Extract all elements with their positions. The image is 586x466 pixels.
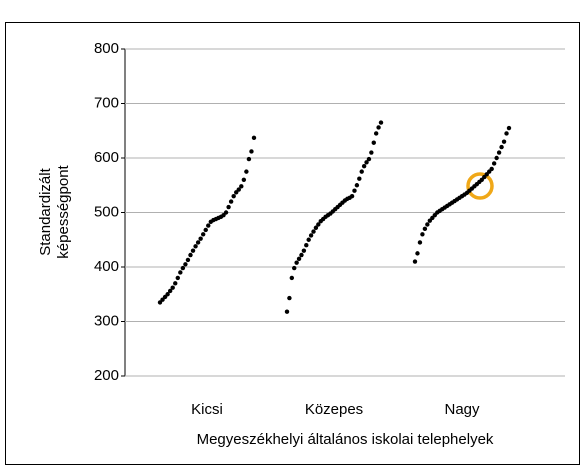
dot [170, 285, 175, 290]
dot [195, 240, 201, 245]
dot [412, 259, 418, 264]
dot [190, 248, 196, 253]
dot [491, 161, 497, 166]
dot [417, 240, 423, 245]
dot [359, 169, 364, 174]
dot [251, 135, 257, 141]
dot [180, 265, 186, 271]
y-axis-label-line: képességpont [55, 164, 72, 258]
dot [373, 131, 379, 136]
dot [504, 131, 509, 136]
dot [349, 193, 355, 199]
x-axis-label: Megyeszékhelyi általános iskolai telephe… [197, 431, 494, 448]
dot [378, 120, 384, 125]
x-tick-label: Kicsi [191, 401, 223, 418]
dot [206, 223, 211, 228]
y-tick-label: 200 [94, 367, 119, 384]
dot [231, 193, 236, 199]
dot [301, 248, 307, 253]
frame [5, 22, 580, 465]
dot [376, 125, 381, 130]
dot [226, 204, 231, 210]
y-tick-label: 300 [94, 312, 119, 329]
y-tick-label: 800 [94, 40, 119, 57]
dot [198, 236, 203, 241]
x-tick-label: Közepes [305, 401, 363, 418]
dot [236, 187, 241, 192]
dot [494, 155, 499, 161]
dot [304, 243, 309, 248]
dot [244, 169, 249, 174]
dot [499, 144, 504, 150]
dot [200, 232, 206, 237]
dot [366, 156, 372, 162]
dot [289, 275, 295, 281]
dot [506, 125, 512, 131]
dot [313, 225, 319, 230]
dot [354, 183, 360, 188]
dot [311, 229, 316, 234]
dot [357, 176, 362, 181]
dot [223, 210, 229, 215]
dot [422, 226, 428, 232]
y-tick-label: 400 [94, 258, 119, 275]
dot [352, 188, 357, 193]
dot [178, 270, 183, 275]
dot [361, 163, 367, 169]
dot [183, 262, 188, 267]
dot [415, 251, 420, 256]
dot [425, 222, 430, 227]
dot [299, 252, 304, 258]
dot [246, 156, 252, 162]
dot [489, 166, 494, 172]
dot [364, 160, 369, 165]
dot [241, 177, 247, 182]
dot [292, 265, 297, 271]
dot [369, 150, 374, 155]
dot [316, 222, 321, 227]
dot [173, 281, 178, 286]
dot [287, 295, 292, 301]
dot [175, 275, 180, 281]
x-tick-label: Nagy [444, 401, 480, 418]
dot [228, 199, 234, 204]
dot [308, 233, 314, 238]
dot [294, 260, 299, 265]
dot [501, 139, 507, 144]
dot [496, 150, 502, 155]
highlight-circle [466, 172, 494, 200]
dot [249, 149, 254, 154]
dot [420, 232, 425, 237]
dot [188, 252, 193, 258]
dot [185, 257, 191, 263]
dot [296, 256, 302, 262]
y-tick-label: 500 [94, 203, 119, 220]
y-axis-label-line: Standardizált [37, 167, 54, 255]
dot [165, 292, 170, 297]
y-axis-label: Standardizált képességpont [37, 164, 72, 258]
y-tick-label: 600 [94, 149, 119, 166]
dot [371, 140, 376, 145]
dot [284, 309, 290, 314]
dot [203, 227, 208, 233]
dot [239, 184, 244, 189]
dot [306, 237, 311, 242]
dot [193, 244, 198, 249]
y-tick-label: 700 [94, 94, 119, 111]
dot [167, 288, 173, 294]
